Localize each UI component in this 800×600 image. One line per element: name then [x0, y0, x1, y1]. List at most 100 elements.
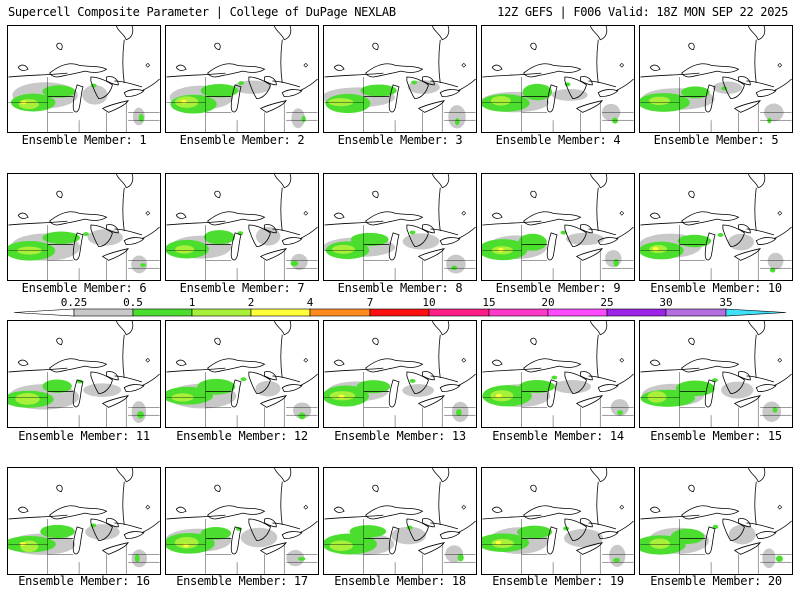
coastline — [722, 371, 745, 395]
scp-contour — [406, 525, 413, 530]
coastline — [733, 100, 761, 113]
scp-contour — [675, 380, 715, 397]
island-marker — [619, 210, 625, 216]
scp-contour — [772, 407, 778, 413]
run-info: 12Z GEFS | F006 Valid: 18Z MON SEP 22 20… — [497, 5, 788, 19]
coastline — [590, 174, 608, 189]
coastline — [207, 63, 266, 78]
member-map — [323, 467, 477, 575]
coastline — [596, 481, 599, 525]
scp-contour — [200, 83, 239, 98]
coastline — [457, 373, 476, 387]
coastline — [733, 395, 761, 408]
coastline — [114, 375, 143, 383]
coastline — [482, 514, 542, 520]
scp-contour — [495, 540, 502, 545]
scp-contour — [356, 380, 391, 394]
coastline — [49, 211, 108, 226]
scp-contour — [617, 410, 624, 415]
coastline — [49, 505, 108, 520]
coastline — [259, 395, 287, 408]
coastline — [406, 76, 429, 100]
coastline — [299, 373, 318, 387]
scp-contour — [87, 229, 123, 246]
member-caption: Ensemble Member: 12 — [176, 429, 308, 443]
member-caption: Ensemble Member: 10 — [650, 281, 782, 295]
coastline — [590, 468, 608, 483]
coastline — [106, 76, 119, 86]
coastline — [482, 367, 542, 373]
member-caption: Ensemble Member: 3 — [337, 133, 463, 147]
scp-contour — [19, 542, 26, 546]
coastline — [432, 468, 450, 483]
scp-contour — [411, 80, 418, 85]
coastline — [523, 505, 582, 520]
coastline — [746, 80, 775, 88]
colorbar-segment — [13, 308, 75, 317]
coastline — [248, 76, 271, 100]
coastline — [123, 531, 145, 540]
coastline — [324, 72, 384, 78]
coastline — [264, 76, 277, 86]
scp-contour — [292, 402, 312, 419]
member-caption: Ensemble Member: 6 — [21, 281, 147, 295]
scp-contour — [767, 252, 784, 270]
island-marker — [777, 504, 783, 510]
coastline — [754, 334, 757, 378]
scp-contour — [495, 393, 502, 398]
coastline — [546, 232, 558, 261]
ensemble-panel-3: Ensemble Member: 3 — [323, 25, 477, 147]
coastline — [773, 520, 792, 534]
coastline — [333, 506, 345, 513]
scp-contour — [446, 254, 466, 274]
scp-contour — [490, 390, 514, 402]
coastline — [649, 506, 661, 513]
coastline — [422, 518, 435, 528]
scp-contour — [767, 117, 772, 124]
coastline — [491, 506, 503, 513]
coastline — [754, 187, 757, 231]
coastline — [166, 514, 226, 520]
coastline — [733, 542, 761, 555]
coastline — [90, 76, 113, 100]
coastline — [588, 375, 617, 383]
scp-contour — [551, 375, 558, 380]
coastline — [580, 371, 593, 381]
member-caption: Ensemble Member: 2 — [179, 133, 305, 147]
coastline — [166, 72, 226, 78]
coastline — [8, 514, 68, 520]
coastline — [56, 42, 63, 50]
scp-contour — [762, 401, 782, 422]
scp-contour — [83, 232, 89, 237]
scp-contour — [762, 548, 776, 569]
scp-contour — [649, 538, 670, 549]
scp-contour — [605, 250, 622, 268]
scp-contour — [298, 412, 306, 420]
coastline — [372, 190, 379, 198]
coastline — [457, 78, 476, 92]
colorbar-segment — [309, 308, 371, 317]
ensemble-panel-20: Ensemble Member: 20 — [639, 467, 793, 588]
colorbar-segment — [73, 308, 134, 317]
ensemble-panel-6: Ensemble Member: 6 — [7, 173, 161, 295]
coastline — [746, 375, 775, 383]
coastline — [90, 518, 113, 542]
colorbar-segment — [369, 308, 430, 317]
coastline — [688, 190, 695, 198]
member-caption: Ensemble Member: 8 — [337, 281, 463, 295]
coastline — [274, 174, 292, 189]
coastline — [101, 248, 129, 261]
scp-contour — [42, 85, 76, 98]
member-caption: Ensemble Member: 18 — [334, 574, 466, 588]
coastline — [280, 334, 283, 378]
member-map — [7, 25, 161, 133]
coastline — [722, 224, 745, 248]
ensemble-panel-16: Ensemble Member: 16 — [7, 467, 161, 588]
coastline — [116, 174, 134, 189]
ensemble-panel-2: Ensemble Member: 2 — [165, 25, 319, 147]
island-marker — [461, 504, 467, 510]
scp-contour — [291, 108, 305, 129]
coastline — [106, 518, 119, 528]
island-marker — [461, 210, 467, 216]
coastline — [56, 190, 63, 198]
